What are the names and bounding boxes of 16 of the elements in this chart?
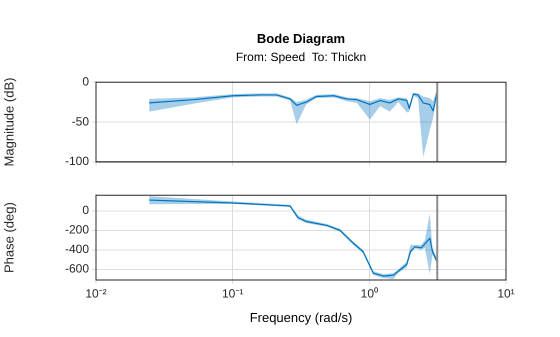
y-tick-label: 0	[82, 203, 90, 218]
y-axis-title: Phase (deg)	[1, 202, 16, 274]
x-tick-label: 10¹	[497, 286, 515, 301]
chart-title: Bode Diagram	[256, 31, 346, 46]
y-tick-label: -100	[64, 154, 90, 168]
y-axis-title: Magnitude (dB)	[1, 78, 16, 166]
y-tick-label: -400	[64, 242, 90, 256]
x-tick-label: 10⁰	[360, 286, 378, 301]
x-tick-label: 10⁻¹	[222, 286, 244, 301]
y-tick-label: -50	[72, 114, 90, 128]
y-tick-label: -600	[64, 262, 90, 276]
x-tick-label: 10⁻²	[85, 286, 107, 301]
y-tick-label: -200	[64, 222, 90, 237]
y-tick-label: 0	[82, 74, 90, 89]
x-axis-title: Frequency (rad/s)	[248, 310, 354, 325]
chart-subtitle: From: Speed To: Thickn	[234, 50, 368, 64]
